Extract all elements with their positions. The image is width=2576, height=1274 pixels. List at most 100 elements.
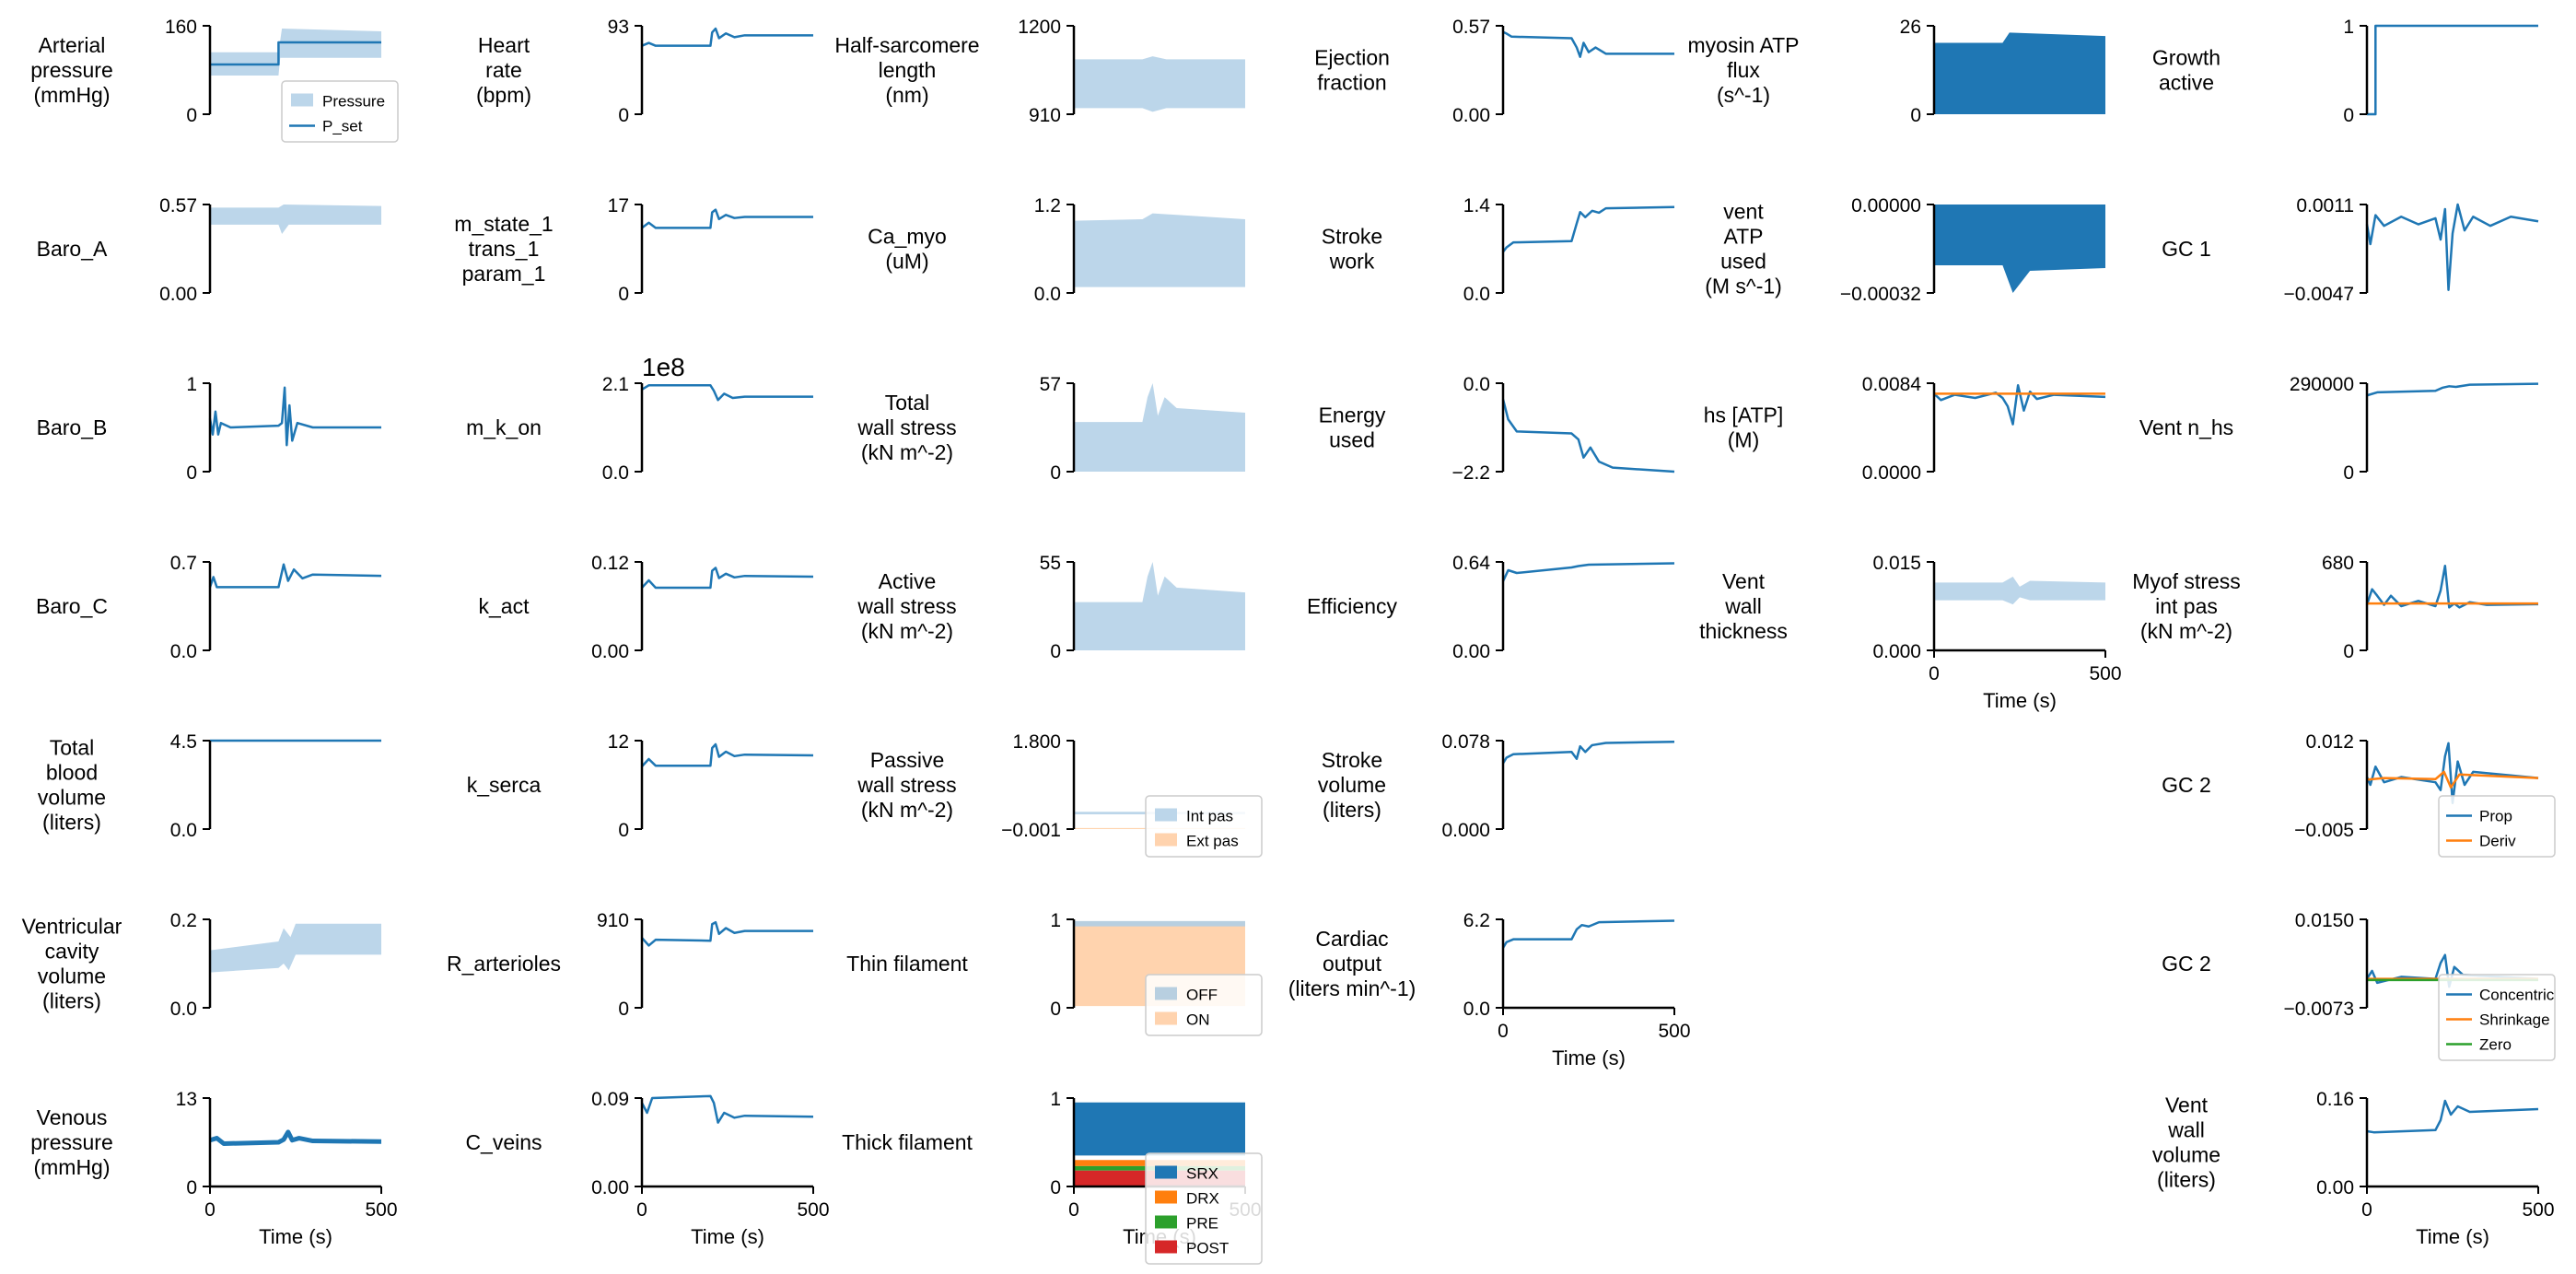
subplot-energy-used: Energy used −2.2 0.0 <box>1319 374 1675 484</box>
subplot-label: C_veins <box>465 1130 542 1154</box>
series-band-0 <box>1934 577 2105 605</box>
legend-box <box>1145 1152 1263 1265</box>
x-tick-label: 500 <box>2089 663 2121 684</box>
x-tick-label: 0 <box>1498 1021 1509 1042</box>
subplot-label: Energy used <box>1319 403 1386 452</box>
subplot-k-act: k_act 0.00 0.12 <box>479 553 814 662</box>
subplot-label: Total wall stress (kN m^-2) <box>857 391 956 464</box>
subplot-myosin-atp-flux: myosin ATP flux (s^-1) 0 26 <box>1688 17 2105 126</box>
series-line-0 <box>640 1094 814 1124</box>
subplot-baro-a: Baro_A 0.00 0.57 <box>37 195 381 305</box>
legend-entry: Deriv <box>2479 833 2516 850</box>
legend: Pressure P_set <box>281 80 399 143</box>
subplot-label: myosin ATP flux (s^-1) <box>1688 33 1800 107</box>
y-tick-label: 0.00 <box>591 1177 629 1198</box>
subplot-label: Vent wall thickness <box>1699 569 1788 643</box>
x-axis-label: Time (s) <box>691 1225 764 1248</box>
subplot-r-arterioles: R_arterioles 0 910 <box>447 910 813 1020</box>
subplot-half-sarcomere-length: Half-sarcomere length (nm) 910 1200 <box>834 17 1245 126</box>
y-tick-label: 910 <box>597 910 629 931</box>
subplot-label: m_state_1 trans_1 param_1 <box>454 212 553 286</box>
series-line-0 <box>1501 740 1675 765</box>
y-tick-label: 4.5 <box>170 731 197 753</box>
subplot-active-wall-stress: Active wall stress (kN m^-2) 0 55 <box>857 553 1245 662</box>
y-tick-label: 0.0084 <box>1862 374 1922 395</box>
subplot-label: Baro_A <box>37 237 108 261</box>
subplot-stroke-volume: Stroke volume (liters) 0.000 0.078 <box>1318 731 1675 841</box>
y-tick-label: 0.0 <box>170 820 197 841</box>
y-tick-label: 910 <box>1029 105 1061 126</box>
legend-swatch <box>1155 1215 1177 1229</box>
y-tick-label: 57 <box>1040 374 1061 395</box>
y-tick-label: 0.0 <box>602 462 629 484</box>
y-tick-label: 0.0000 <box>1862 462 1921 484</box>
series-line-0 <box>1501 562 1675 582</box>
series-line-0 <box>641 742 814 767</box>
y-tick-label: 2.1 <box>602 374 629 395</box>
y-tick-label: 0.57 <box>1452 17 1490 38</box>
x-axis-label: Time (s) <box>1552 1046 1626 1069</box>
y-tick-label: −0.005 <box>2294 820 2354 841</box>
y-tick-label: 0.0 <box>1463 999 1490 1020</box>
y-tick-label: 0.12 <box>591 553 629 574</box>
y-tick-label: 0 <box>618 105 629 126</box>
y-tick-label: 1200 <box>1018 17 1061 38</box>
subplot-arterial-pressure: Arterial pressure (mmHg) 0 160 Pressure P_set <box>30 17 399 143</box>
series-line-0 <box>208 386 381 447</box>
x-tick-label: 0 <box>204 1199 216 1221</box>
subplot-stroke-work: Stroke work 0.0 1.4 <box>1322 195 1675 305</box>
y-tick-label: 0.00 <box>159 284 197 305</box>
y-tick-label: 12 <box>608 731 629 753</box>
y-tick-label: −0.00032 <box>1840 284 1921 305</box>
subplot-label: k_serca <box>467 773 542 797</box>
series-band-0 <box>1934 205 2105 293</box>
subplot-ventricular-cavity-volume: Ventricular cavity volume (liters) 0.0 0.2 <box>22 910 381 1020</box>
y-tick-label: 0 <box>618 999 629 1020</box>
legend-box <box>2438 974 2556 1061</box>
y-tick-label: 1 <box>1050 910 1061 931</box>
subplot-label: Efficiency <box>1307 594 1398 618</box>
y-tick-label: 680 <box>2322 553 2354 574</box>
subplot-gc-1: GC 1 −0.0047 0.0011 <box>2162 195 2539 305</box>
subplot-k-serca: k_serca 0 12 <box>467 731 814 841</box>
y-tick-label: 93 <box>608 17 629 38</box>
y-tick-label: 0.00 <box>1452 641 1490 662</box>
subplot-m-k-on: m_k_on 0.0 2.1 1e8 <box>466 353 813 484</box>
subplot-label: Stroke work <box>1322 225 1382 274</box>
y-tick-label: 0.00 <box>1452 105 1490 126</box>
legend: Int pas Ext pas <box>1145 795 1263 858</box>
x-tick-label: 500 <box>2522 1199 2554 1221</box>
legend-entry: Int pas <box>1186 808 1233 825</box>
y-tick-label: 0.0 <box>1034 284 1061 305</box>
subplot-label: Growth active <box>2152 46 2220 95</box>
subplot-vent-wall-thickness: Vent wall thickness 0.000 0.015 0 500 Time (s) <box>1699 553 2121 712</box>
x-tick-label: 0 <box>2361 1199 2372 1221</box>
subplot-vent-atp-used: vent ATP used (M s^-1) −0.00032 0.00000 <box>1705 195 2105 305</box>
y-tick-label: −0.001 <box>1001 820 1061 841</box>
y-tick-label: 0.0 <box>1463 284 1490 305</box>
subplot-hs-atp: hs [ATP] (M) 0.0000 0.0084 <box>1704 374 2106 484</box>
x-tick-label: 0 <box>1929 663 1940 684</box>
y-tick-label: 0.7 <box>170 553 197 574</box>
subplot-label: Half-sarcomere length (nm) <box>834 33 979 107</box>
series-line-0 <box>2366 1099 2539 1134</box>
series-line-Prop <box>2365 742 2539 805</box>
subplot-label: k_act <box>479 594 530 618</box>
y-tick-label: 0.000 <box>1441 820 1490 841</box>
subplot-label: GC 2 <box>2162 773 2211 797</box>
subplot-gc-2-a: GC 2 −0.005 0.012 Prop Deriv <box>2162 731 2556 858</box>
subplot-myof-stress-int-pas: Myof stress int pas (kN m^-2) 0 680 <box>2132 553 2539 662</box>
series-line-P_set <box>210 41 381 66</box>
y-tick-label: 0.00 <box>591 641 629 662</box>
y-tick-label: 0.078 <box>1441 731 1490 753</box>
y-tick-label: 0 <box>186 462 197 484</box>
y-tick-label: 1 <box>2343 17 2354 38</box>
subplot-label: Myof stress int pas (kN m^-2) <box>2132 569 2241 643</box>
series-band-0 <box>1074 213 1245 287</box>
subplot-label: Total blood volume (liters) <box>38 736 106 835</box>
subplot-label: Cardiac output (liters min^-1) <box>1288 927 1416 1000</box>
subplot-label: Baro_C <box>36 594 108 618</box>
subplot-ejection-fraction: Ejection fraction 0.00 0.57 <box>1314 17 1674 126</box>
legend-entry: P_set <box>322 118 363 135</box>
subplot-label: R_arterioles <box>447 952 561 976</box>
